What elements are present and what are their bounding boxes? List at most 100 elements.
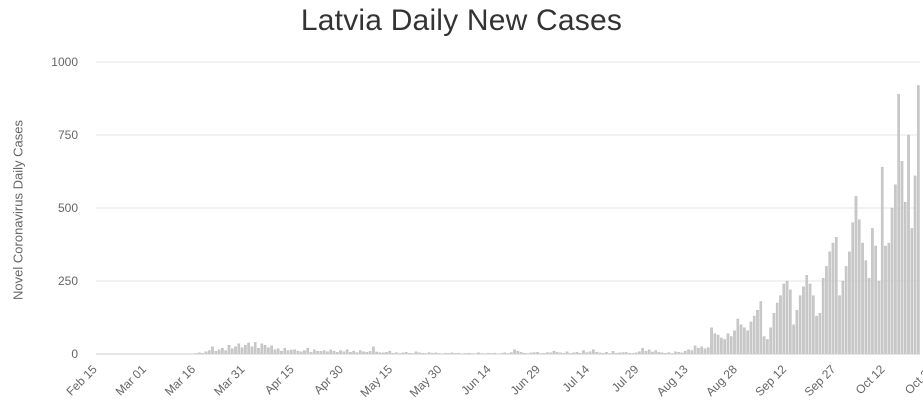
- x-tick-label: Mar 16: [162, 362, 199, 399]
- y-tick-label: 1000: [51, 55, 78, 69]
- bar: [792, 324, 795, 355]
- bar: [240, 347, 244, 355]
- bar: [582, 350, 585, 355]
- bar: [647, 349, 651, 355]
- bar: [267, 347, 270, 355]
- bar: [372, 346, 375, 355]
- bar: [867, 277, 871, 355]
- bar: [894, 184, 897, 355]
- bar: [752, 315, 756, 355]
- bar: [733, 330, 736, 355]
- bar: [890, 207, 894, 355]
- bar: [720, 337, 723, 355]
- bar: [270, 345, 273, 355]
- bar: [716, 334, 720, 355]
- bar: [775, 302, 779, 355]
- bar: [825, 266, 828, 355]
- bar: [345, 349, 349, 355]
- bar: [283, 348, 287, 355]
- bar: [700, 346, 703, 355]
- bar: [723, 339, 726, 355]
- bar: [726, 333, 730, 355]
- bar: [871, 228, 874, 355]
- x-tick-label: Mar 01: [113, 362, 150, 399]
- y-tick-label: 750: [58, 128, 78, 142]
- bar: [749, 321, 753, 355]
- bar: [513, 349, 516, 355]
- bar: [880, 166, 884, 355]
- bar: [831, 242, 835, 355]
- bar: [263, 345, 267, 355]
- bar: [706, 347, 710, 355]
- bar: [834, 237, 838, 355]
- bar: [230, 348, 234, 355]
- bar: [693, 345, 697, 355]
- x-tick-label: Jun 29: [508, 362, 544, 398]
- x-tick-label: Mar 31: [211, 362, 248, 399]
- bar: [687, 349, 690, 355]
- bar: [854, 196, 858, 355]
- x-tick-label: Aug 13: [654, 362, 691, 399]
- y-tick-label: 0: [71, 347, 78, 361]
- x-tick-label: Oct 27: [902, 362, 923, 397]
- bar: [900, 161, 904, 355]
- bar: [789, 289, 792, 355]
- bar: [805, 275, 809, 355]
- bar: [766, 339, 769, 355]
- y-tick-labels: 0 250 500 750 1000: [51, 55, 78, 361]
- y-tick-label: 500: [58, 201, 78, 215]
- bar: [697, 348, 700, 355]
- bars: [194, 85, 920, 355]
- bar: [224, 350, 227, 355]
- bar: [887, 242, 891, 355]
- bar: [848, 251, 851, 355]
- x-tick-label: May 30: [407, 362, 445, 400]
- bar: [812, 295, 815, 355]
- x-tick-label: Apr 30: [311, 362, 346, 397]
- bar: [211, 346, 214, 355]
- x-tick-label: Jul 14: [560, 362, 593, 395]
- bar: [654, 350, 658, 355]
- bar: [808, 283, 812, 355]
- bar: [276, 348, 280, 355]
- bar: [903, 202, 907, 355]
- bar: [851, 222, 854, 355]
- bar: [358, 350, 362, 355]
- x-tick-label: Aug 28: [703, 362, 740, 399]
- x-tick-label: Sep 12: [752, 362, 789, 399]
- bar: [250, 346, 254, 355]
- bar: [743, 327, 746, 355]
- bar: [782, 283, 786, 355]
- x-tick-label: Jun 14: [458, 362, 494, 398]
- bar: [815, 315, 818, 355]
- bar: [217, 349, 221, 355]
- bar: [306, 348, 310, 355]
- bar: [247, 342, 250, 355]
- bar: [260, 343, 264, 355]
- bar: [828, 251, 832, 355]
- bar: [746, 330, 749, 355]
- bar: [913, 175, 917, 355]
- bar: [779, 295, 782, 355]
- x-tick-label: Feb 15: [63, 362, 100, 399]
- x-tick-label: Jul 29: [609, 362, 642, 395]
- chart-title-wrap: Latvia Daily New Cases: [0, 4, 923, 38]
- bar: [739, 324, 743, 355]
- bar: [907, 134, 910, 355]
- bar: [257, 348, 260, 355]
- bar: [313, 349, 316, 355]
- y-tick-label: 250: [58, 274, 78, 288]
- bar: [253, 342, 257, 355]
- bar: [762, 336, 766, 355]
- bar: [861, 242, 864, 355]
- bar: [841, 280, 845, 355]
- bar: [798, 295, 802, 355]
- bar: [207, 350, 211, 355]
- bar: [874, 245, 877, 355]
- bar: [759, 301, 763, 355]
- bar: [769, 327, 772, 355]
- bar: [795, 310, 799, 355]
- bar: [844, 266, 848, 355]
- bar: [729, 336, 733, 355]
